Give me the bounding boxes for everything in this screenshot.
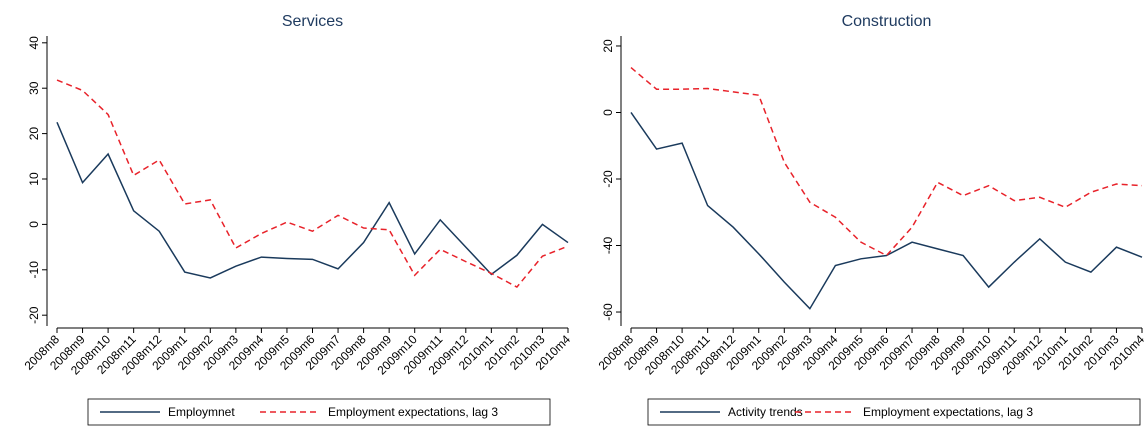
y-tick-label: 10 [27, 172, 41, 186]
y-tick-label: -20 [27, 306, 41, 324]
legend-label: Employment expectations, lag 3 [863, 405, 1033, 419]
chart-title: Services [282, 13, 343, 30]
legend-label: Activity trends [728, 405, 803, 419]
series-line [56, 79, 569, 288]
legend-label: Employmnet [168, 405, 235, 419]
y-tick-label: 40 [27, 36, 41, 50]
y-tick-label: 30 [27, 81, 41, 95]
y-tick-label: -40 [601, 237, 615, 255]
legend-label: Employment expectations, lag 3 [328, 405, 498, 419]
y-tick-label: 0 [601, 109, 615, 116]
series-line [630, 112, 1143, 310]
panel: Construction-60-40-200202008m82008m92008… [596, 13, 1147, 426]
series-line [630, 67, 1143, 257]
panel: Services-20-100102030402008m82008m92008m… [22, 13, 573, 426]
legend-box [87, 398, 551, 426]
series-line [56, 121, 569, 279]
y-tick-label: 20 [27, 127, 41, 141]
y-tick-label: -20 [601, 170, 615, 188]
y-tick-label: -60 [601, 303, 615, 321]
y-tick-label: 0 [27, 221, 41, 228]
y-tick-label: 20 [601, 39, 615, 53]
legend-box [647, 398, 1141, 426]
chart-title: Construction [842, 13, 932, 30]
y-tick-label: -10 [27, 261, 41, 279]
